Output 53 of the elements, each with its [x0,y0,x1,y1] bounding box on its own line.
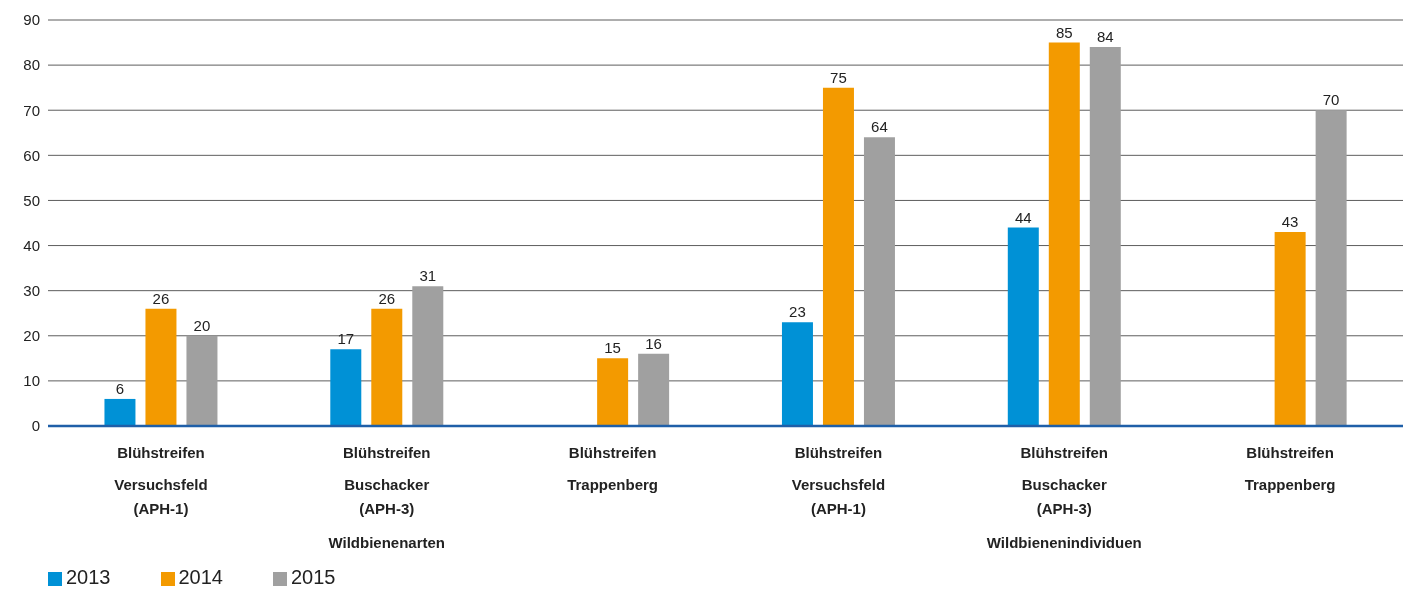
bar [145,308,177,426]
y-tick-label: 70 [23,101,40,119]
bar [822,87,854,426]
legend-label: 2014 [178,566,223,588]
data-label: 26 [378,289,396,307]
data-label: 31 [419,267,437,285]
legend-label: 2013 [66,566,111,588]
y-tick-label: 30 [23,281,40,299]
x-tick-label: Blühstreifen Buschacker (APH-3) [1020,444,1109,517]
x-tick-label: Blühstreifen Buschacker (APH-3) [342,444,431,517]
bar [863,137,895,426]
bar [1007,227,1039,426]
bar [186,335,218,426]
bar [1274,232,1306,426]
bar [104,398,136,426]
bar [638,353,670,426]
x-tick-label: Blühstreifen Versuchsfeld (APH-1) [114,444,208,517]
y-tick-label: 80 [23,56,40,74]
data-label: 26 [152,289,170,307]
legend-label: 2015 [291,566,336,588]
data-label: 75 [830,68,847,86]
bar [1089,47,1121,426]
data-label: 84 [1096,28,1114,46]
y-tick-label: 0 [31,417,40,435]
data-label: 85 [1055,23,1073,41]
x-tick-label: Blühstreifen Versuchsfeld (APH-1) [791,444,886,517]
y-tick-label: 60 [23,146,40,164]
bar [412,286,444,426]
data-label: 16 [645,334,662,352]
bar [1048,42,1080,426]
bar [781,322,813,426]
data-label: 15 [604,339,621,357]
y-tick-label: 50 [23,191,40,209]
data-label: 44 [1014,208,1032,226]
y-tick-label: 40 [23,236,40,254]
y-tick-label: 20 [23,327,40,345]
bar [371,308,403,426]
data-label: 17 [337,330,355,348]
data-label: 64 [871,118,888,136]
data-label: 70 [1322,91,1340,109]
data-label: 20 [193,316,211,334]
x-tick-label: Blühstreifen Trappenberg [567,444,659,493]
bar [597,358,629,426]
y-tick-label: 10 [23,372,40,390]
y-tick-label: 90 [23,11,40,29]
data-label: 43 [1281,213,1299,231]
text: Wildbienenindividuen [985,534,1143,551]
x-tick-label: Blühstreifen Trappenberg [1244,444,1336,493]
text: Wildbienenarten [327,534,446,551]
data-label: 23 [789,303,806,321]
data-label: 6 [115,379,125,397]
bar [1315,110,1347,426]
bar [330,349,362,426]
